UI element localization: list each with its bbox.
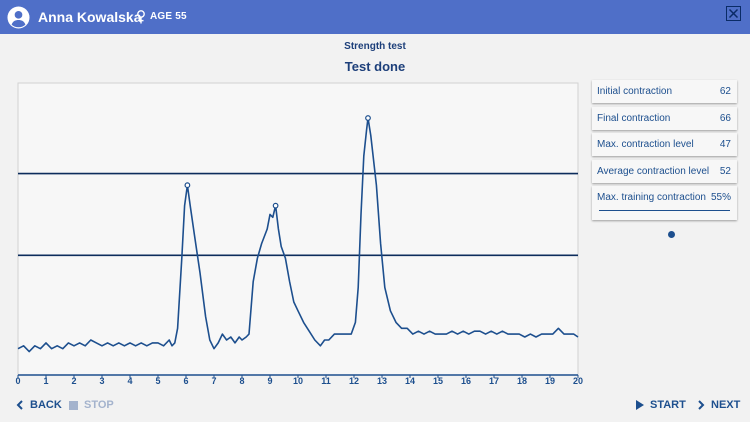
x-tick-label: 3 (99, 376, 104, 386)
stat-final-contraction: Final contraction 66 (592, 106, 737, 130)
training-value: 55% (710, 192, 731, 203)
x-tick-label: 4 (127, 376, 132, 386)
x-tick-label: 17 (489, 376, 499, 386)
x-tick-label: 20 (573, 376, 583, 386)
stat-value: 62 (719, 86, 731, 97)
stat-value: 52 (719, 165, 731, 177)
stat-max-contraction-level: Max. contraction level 47 (592, 133, 737, 156)
close-button[interactable] (726, 6, 741, 21)
training-slider-track[interactable] (599, 210, 730, 238)
x-tick-label: 1 (43, 376, 48, 386)
stat-average-contraction-level: Average contraction level 52 (592, 159, 737, 183)
test-status-title: Test done (344, 59, 406, 74)
peak-marker (272, 202, 279, 209)
x-tick-label: 7 (211, 376, 216, 386)
start-label: START (650, 399, 686, 411)
x-tick-label: 19 (545, 376, 555, 386)
stat-label: Average contraction level (597, 165, 710, 177)
play-icon (636, 400, 644, 410)
stop-icon (69, 400, 78, 410)
patient-name: Anna Kowalska (38, 9, 142, 25)
x-tick-label: 8 (239, 376, 244, 386)
chart-plot-area (17, 82, 579, 376)
user-avatar-icon (7, 6, 30, 29)
chevron-left-icon (16, 400, 23, 410)
x-tick-label: 0 (15, 376, 20, 386)
chevron-right-icon (698, 400, 705, 410)
x-tick-label: 13 (377, 376, 387, 386)
x-tick-label: 11 (321, 376, 331, 386)
test-subtitle: Strength test (344, 41, 406, 52)
back-label: BACK (30, 399, 62, 411)
stat-value: 47 (719, 139, 731, 150)
female-icon (137, 10, 145, 24)
x-tick-label: 6 (183, 376, 188, 386)
x-tick-label: 16 (461, 376, 471, 386)
training-label: Max. training contraction (597, 192, 706, 203)
x-tick-label: 10 (293, 376, 303, 386)
patient-age: AGE 55 (150, 11, 187, 22)
peak-marker (365, 115, 371, 121)
x-tick-label: 9 (267, 376, 272, 386)
x-tick-label: 12 (349, 376, 359, 386)
start-button[interactable]: START (636, 399, 686, 411)
stat-initial-contraction: Initial contraction 62 (592, 80, 737, 103)
x-tick-label: 15 (433, 376, 443, 386)
x-tick-label: 18 (517, 376, 527, 386)
next-label: NEXT (711, 399, 741, 411)
stat-label: Final contraction (597, 112, 671, 124)
stat-label: Max. contraction level (597, 139, 694, 150)
stat-value: 66 (719, 112, 731, 124)
next-button[interactable]: NEXT (697, 399, 740, 411)
max-training-contraction-card: Max. training contraction 55% (592, 186, 737, 238)
header-bar: Anna Kowalska AGE 55 (0, 0, 750, 34)
stats-panel: Initial contraction 62 Final contraction… (592, 80, 737, 238)
signal-line (17, 117, 579, 353)
stat-label: Initial contraction (597, 86, 673, 97)
x-tick-label: 14 (405, 376, 415, 386)
training-slider-thumb[interactable] (667, 231, 675, 238)
stop-button[interactable]: STOP (69, 399, 114, 411)
back-button[interactable]: BACK (16, 399, 62, 411)
x-tick-label: 5 (155, 376, 160, 386)
peak-marker (184, 182, 191, 189)
close-icon (728, 8, 739, 19)
stop-label: STOP (84, 399, 114, 411)
x-tick-label: 2 (71, 376, 76, 386)
